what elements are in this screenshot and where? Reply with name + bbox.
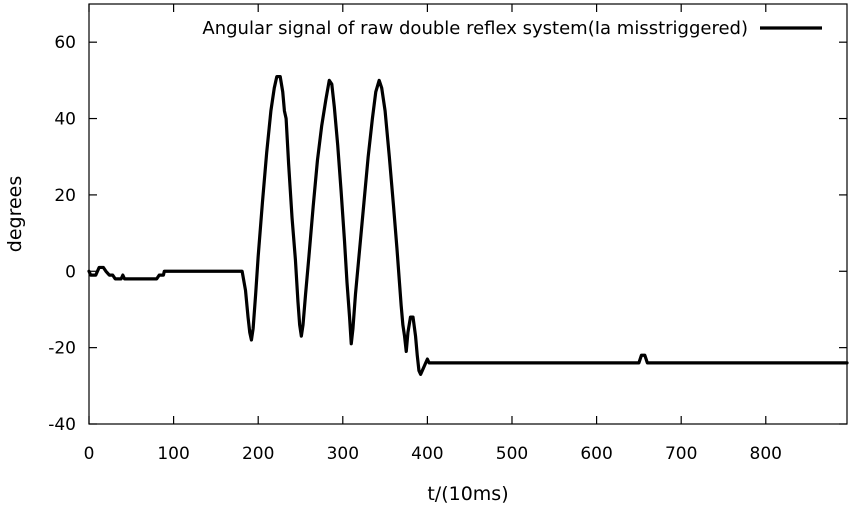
x-tick-label: 600 bbox=[580, 444, 612, 464]
x-tick-label: 300 bbox=[327, 444, 359, 464]
y-tick-label: -40 bbox=[48, 415, 76, 435]
y-tick-label: -20 bbox=[48, 339, 76, 359]
y-axis-title: degrees bbox=[4, 176, 26, 252]
y-tick-label: 0 bbox=[65, 262, 76, 282]
x-tick-label: 500 bbox=[496, 444, 528, 464]
y-tick-label: 40 bbox=[54, 110, 76, 130]
x-tick-label: 800 bbox=[750, 444, 782, 464]
y-tick-label: 20 bbox=[54, 186, 76, 206]
y-axis-ticks: -40 -20 0 20 40 60 bbox=[48, 33, 847, 435]
series-line bbox=[87, 74, 849, 376]
x-tick-label: 700 bbox=[665, 444, 697, 464]
legend: Angular signal of raw double reflex syst… bbox=[202, 18, 822, 39]
legend-label: Angular signal of raw double reflex syst… bbox=[202, 18, 748, 39]
plot-frame bbox=[88, 3, 848, 425]
x-tick-label: 400 bbox=[411, 444, 443, 464]
x-axis-title: t/(10ms) bbox=[427, 483, 508, 505]
x-tick-label: 200 bbox=[242, 444, 274, 464]
x-tick-label: 0 bbox=[84, 444, 95, 464]
x-tick-label: 100 bbox=[157, 444, 189, 464]
y-tick-label: 60 bbox=[54, 33, 76, 53]
x-axis-ticks: 0 100 200 300 400 500 600 700 800 bbox=[84, 4, 782, 464]
